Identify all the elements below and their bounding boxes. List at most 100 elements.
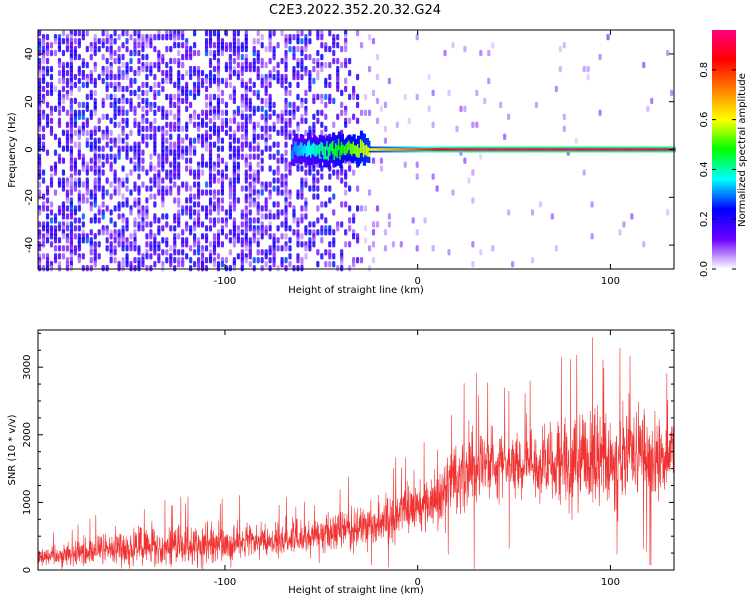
spectrogram-cell xyxy=(161,249,165,256)
spectrogram-cell xyxy=(407,117,411,124)
spectrogram-cell xyxy=(272,213,276,220)
spectrogram-cell xyxy=(189,53,193,61)
spectrogram-cell xyxy=(129,233,133,240)
spectrogram-cell xyxy=(145,109,149,117)
spectrogram-cell xyxy=(165,249,169,256)
spectrogram-cell xyxy=(149,125,153,132)
spectrogram-cell xyxy=(558,65,562,73)
spectrogram-cell xyxy=(185,209,189,216)
spectrogram-cell xyxy=(316,73,320,81)
spectrogram-cell xyxy=(363,109,368,117)
spectrogram-cell xyxy=(125,153,129,160)
spectrogram-cell xyxy=(89,77,93,85)
spectrogram-cell xyxy=(117,205,121,212)
spectrogram-cell xyxy=(256,121,260,128)
spectrogram-cell xyxy=(61,245,66,252)
spectrogram-cell xyxy=(503,133,507,140)
spectrogram-cell xyxy=(224,257,229,264)
spectrogram-cell xyxy=(157,81,161,89)
spectrogram-cell xyxy=(85,141,89,148)
spectrogram-cell xyxy=(212,221,217,228)
spectrogram-cell xyxy=(53,85,58,93)
spectrogram-cell xyxy=(200,169,205,176)
spectrogram-cell xyxy=(228,265,232,272)
spectrogram-cell xyxy=(197,265,201,272)
spectrogram-cell xyxy=(276,201,280,208)
spectrogram-cell xyxy=(332,169,336,176)
spectrogram-cell xyxy=(224,109,229,117)
spectrogram-cell xyxy=(304,53,308,61)
spectrogram-cell xyxy=(455,125,459,132)
spectrogram-cell xyxy=(232,69,236,77)
spectrogram-cell xyxy=(125,73,129,81)
spectrogram-cell xyxy=(101,113,105,121)
spectrogram-cell xyxy=(200,265,205,272)
spectrogram-cell xyxy=(216,177,221,184)
spectrogram-cell xyxy=(105,157,109,164)
spectrogram-cell xyxy=(383,137,387,144)
spectrogram-cell xyxy=(77,205,81,212)
spectrogram-cell xyxy=(113,257,117,264)
spectrogram-cell xyxy=(224,101,229,109)
spectrogram-cell xyxy=(169,149,173,156)
spectrogram-cell xyxy=(352,217,356,224)
spectrogram-cell xyxy=(320,213,324,220)
spectrogram-cell xyxy=(109,73,113,81)
spectrogram-cell xyxy=(121,41,125,49)
spectrogram-cell xyxy=(105,141,109,148)
height-tick-label-top: 0 xyxy=(414,276,420,287)
spectrogram-cell xyxy=(304,169,308,176)
spectrogram-cell xyxy=(153,93,157,101)
spectrogram-cell xyxy=(363,93,368,101)
spectrogram-cell xyxy=(117,241,121,248)
spectrogram-cell xyxy=(236,253,240,260)
spectrogram-cell xyxy=(304,45,308,53)
spectrogram-cell xyxy=(324,61,328,69)
spectrogram-cell xyxy=(101,145,105,152)
spectrogram-cell xyxy=(177,189,181,196)
spectrogram-cell xyxy=(61,169,66,176)
spectrogram-cell xyxy=(248,261,252,268)
spectrogram-cell xyxy=(220,241,225,248)
spectrogram-cell xyxy=(622,221,626,228)
spectrogram-cell xyxy=(324,113,328,121)
spectrogram-cell xyxy=(113,85,117,93)
spectrogram-cell xyxy=(240,133,244,140)
spectrogram-cell xyxy=(193,121,197,128)
spectrogram-cell xyxy=(371,157,376,164)
spectrogram-cell xyxy=(145,81,149,89)
spectrogram-cell xyxy=(204,245,209,252)
spectrogram-cell xyxy=(45,149,50,156)
spectrogram-cell xyxy=(650,97,654,105)
spectrogram-cell xyxy=(181,209,185,216)
spectrogram-cell xyxy=(336,57,340,65)
spectrogram-cell xyxy=(212,77,217,85)
spectrogram-cell xyxy=(288,193,292,200)
spectrogram-cell xyxy=(77,101,81,109)
spectrogram-cell xyxy=(125,37,129,45)
spectrogram-cell xyxy=(121,245,125,252)
spectrogram-cell xyxy=(320,129,324,136)
spectrogram-cell xyxy=(332,57,336,65)
spectrogram-cell xyxy=(296,73,300,81)
spectrogram-cell xyxy=(332,261,336,268)
spectrogram-cell xyxy=(232,137,236,144)
spectrogram-cell xyxy=(153,193,157,200)
spectrogram-cell xyxy=(81,253,85,260)
spectrogram-cell xyxy=(288,37,292,45)
spectrogram-cell xyxy=(260,205,264,212)
frequency-axis-ticks: -40 -20 0 20 40 xyxy=(24,48,674,253)
spectrogram-cell xyxy=(240,221,244,228)
spectrogram-cell xyxy=(240,125,244,132)
spectrogram-cell xyxy=(49,65,54,73)
spectrogram-cell xyxy=(197,173,201,180)
spectrogram-cell xyxy=(61,77,66,85)
spectrogram-cell xyxy=(256,217,260,224)
spectrogram-cell xyxy=(101,265,105,272)
spectrogram-cell xyxy=(212,177,217,184)
spectrogram-cell xyxy=(248,117,252,124)
spectrogram-cell xyxy=(77,69,81,77)
spectrogram-cell xyxy=(336,33,340,41)
spectrogram-cell xyxy=(367,189,372,196)
spectrogram-cell xyxy=(149,165,153,172)
